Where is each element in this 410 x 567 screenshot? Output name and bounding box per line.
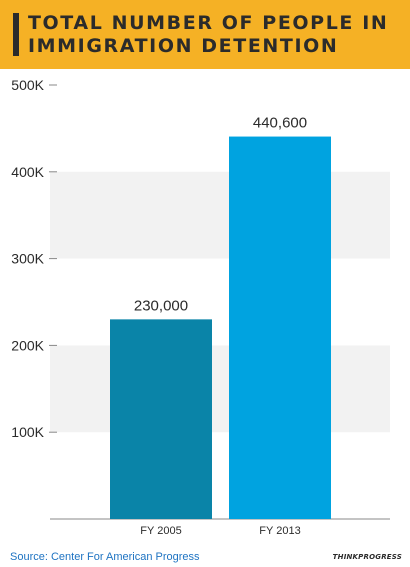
y-tick-label-3: 400K bbox=[11, 164, 44, 180]
header-accent-bar bbox=[13, 13, 19, 56]
y-tick-label-4: 500K bbox=[11, 77, 44, 93]
bar-chart: 100K 200K 300K 400K 500K 230,000 FY 2005 440,60… bbox=[11, 77, 390, 537]
grid-band-1 bbox=[50, 171, 390, 259]
chart-header: TOTAL NUMBER OF PEOPLE IN IMMIGRATION DE… bbox=[0, 0, 410, 69]
x-tick-label-0: FY 2005 bbox=[140, 525, 181, 537]
bar-fy2005 bbox=[110, 319, 212, 519]
x-tick-label-1: FY 2013 bbox=[259, 525, 300, 537]
data-label-1: 440,600 bbox=[253, 115, 307, 132]
y-tick-label-2: 300K bbox=[11, 251, 44, 267]
bar-fy2013 bbox=[229, 136, 331, 519]
grid-band-0 bbox=[50, 345, 390, 433]
source-note: Source: Center For American Progress bbox=[10, 551, 200, 563]
data-label-0: 230,000 bbox=[134, 297, 188, 314]
publisher-logo: THINKPROGRESS bbox=[332, 553, 402, 561]
y-tick-label-0: 100K bbox=[11, 424, 44, 440]
chart-title: TOTAL NUMBER OF PEOPLE IN IMMIGRATION DE… bbox=[28, 12, 389, 57]
y-tick-label-1: 200K bbox=[11, 337, 44, 353]
